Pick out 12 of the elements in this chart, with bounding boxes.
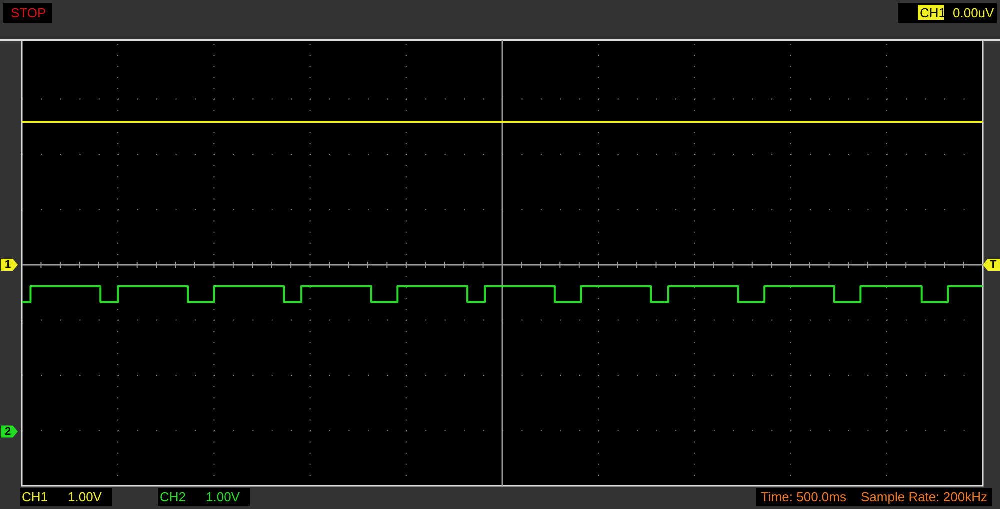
text: CH2 — [160, 490, 186, 504]
text: T — [990, 259, 997, 271]
text: CH1 — [22, 490, 48, 504]
text: Time: 500.0ms — [761, 490, 847, 504]
text: 1.00V — [206, 490, 240, 504]
text: 1.00V — [68, 490, 102, 504]
text: 2 — [5, 426, 12, 438]
text: 0.00uV — [953, 6, 995, 20]
text: Sample Rate: 200kHz — [861, 490, 988, 504]
text: CH1 — [920, 6, 946, 20]
text: STOP — [11, 6, 46, 20]
text: 1 — [5, 259, 12, 271]
